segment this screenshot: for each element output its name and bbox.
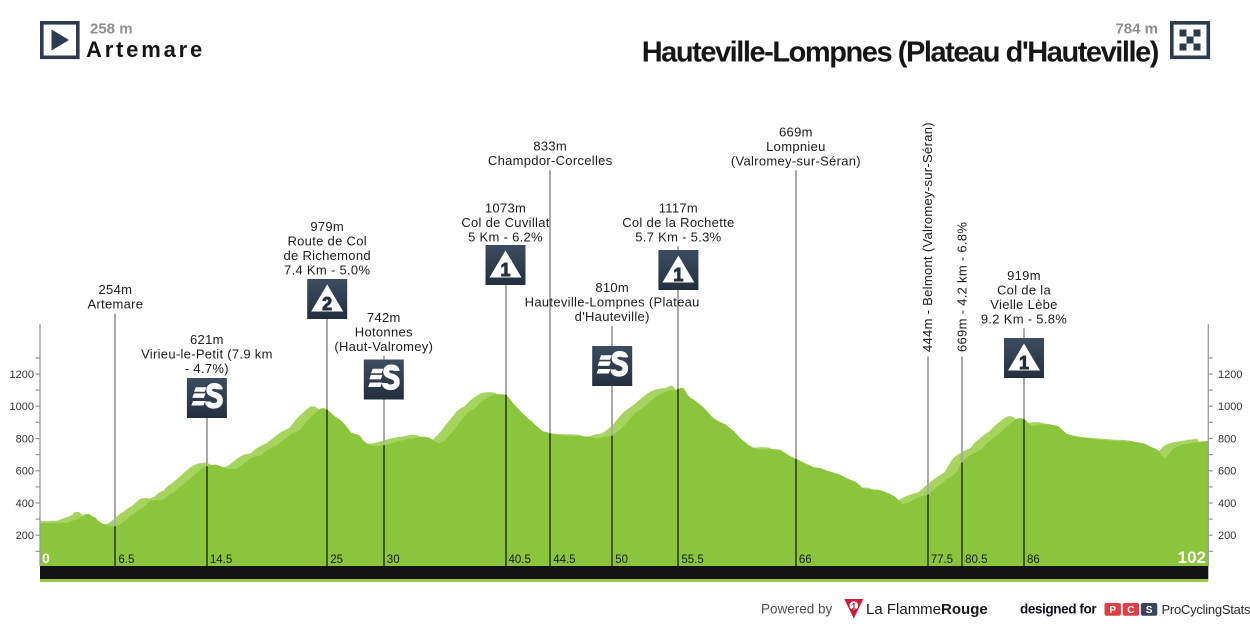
svg-text:1: 1 xyxy=(673,265,683,285)
svg-text:- 4.7%): - 4.7%) xyxy=(185,361,229,376)
svg-text:55.5: 55.5 xyxy=(681,554,703,566)
svg-text:Lompnieu: Lompnieu xyxy=(766,139,826,154)
svg-text:(Valromey-sur-Séran): (Valromey-sur-Séran) xyxy=(731,153,861,168)
svg-text:810m: 810m xyxy=(595,280,629,295)
svg-text:9.2 Km - 5.8%: 9.2 Km - 5.8% xyxy=(981,311,1067,326)
svg-text:1200: 1200 xyxy=(10,369,34,381)
svg-text:Col de la Rochette: Col de la Rochette xyxy=(622,215,734,230)
svg-text:Col de la: Col de la xyxy=(997,282,1051,297)
svg-text:Vielle Lèbe: Vielle Lèbe xyxy=(990,297,1057,312)
svg-text:Champdor-Corcelles: Champdor-Corcelles xyxy=(488,153,613,168)
svg-text:40.5: 40.5 xyxy=(509,554,531,566)
svg-text:742m: 742m xyxy=(367,310,401,325)
svg-text:Virieu-le-Petit (7.9 km: Virieu-le-Petit (7.9 km xyxy=(141,347,273,362)
svg-text:400: 400 xyxy=(1218,498,1236,510)
svg-text:669m - 4.2 km - 6.8%: 669m - 4.2 km - 6.8% xyxy=(955,222,970,352)
svg-text:Hauteville-Lompnes (Plateau d': Hauteville-Lompnes (Plateau d'Hauteville… xyxy=(642,37,1159,69)
svg-text:600: 600 xyxy=(1218,466,1236,478)
svg-text:Artemare: Artemare xyxy=(87,297,143,312)
svg-text:6.5: 6.5 xyxy=(118,554,134,566)
svg-text:1000: 1000 xyxy=(1218,401,1242,413)
svg-text:2: 2 xyxy=(322,294,332,314)
svg-text:Hauteville-Lompnes (Plateau: Hauteville-Lompnes (Plateau xyxy=(525,295,700,310)
svg-text:66: 66 xyxy=(799,554,812,566)
svg-text:979m: 979m xyxy=(310,219,344,234)
svg-text:(Haut-Valromey): (Haut-Valromey) xyxy=(334,339,433,354)
svg-text:1: 1 xyxy=(500,260,510,280)
svg-text:Powered by: Powered by xyxy=(761,602,833,617)
svg-text:444m - Belmont (Valromey-sur-S: 444m - Belmont (Valromey-sur-Séran) xyxy=(920,122,935,352)
svg-text:C: C xyxy=(1127,605,1134,616)
svg-text:Hotonnes: Hotonnes xyxy=(355,324,413,339)
svg-text:30: 30 xyxy=(387,554,400,566)
svg-text:0: 0 xyxy=(42,550,50,566)
svg-text:ProCyclingStats: ProCyclingStats xyxy=(1162,602,1250,617)
svg-text:77.5: 77.5 xyxy=(931,554,953,566)
svg-text:Col de Cuvillat: Col de Cuvillat xyxy=(461,215,549,230)
svg-text:50: 50 xyxy=(615,554,628,566)
svg-text:800: 800 xyxy=(16,433,34,445)
svg-text:5 Km - 6.2%: 5 Km - 6.2% xyxy=(468,229,543,244)
svg-text:86: 86 xyxy=(1027,554,1040,566)
svg-text:La FlammeRouge: La FlammeRouge xyxy=(866,601,988,618)
svg-text:P: P xyxy=(1109,605,1116,616)
svg-text:600: 600 xyxy=(16,466,34,478)
svg-text:Route de Col: Route de Col xyxy=(287,234,366,249)
svg-text:400: 400 xyxy=(16,498,34,510)
svg-text:1: 1 xyxy=(1019,353,1029,373)
svg-text:7.4 Km - 5.0%: 7.4 Km - 5.0% xyxy=(284,263,370,278)
svg-text:1073m: 1073m xyxy=(485,200,526,215)
svg-text:de Richemond: de Richemond xyxy=(283,248,370,263)
svg-text:800: 800 xyxy=(1218,433,1236,445)
svg-text:S: S xyxy=(1146,605,1153,616)
svg-text:44.5: 44.5 xyxy=(553,554,575,566)
svg-text:258 m: 258 m xyxy=(90,21,133,38)
svg-text:784 m: 784 m xyxy=(1115,21,1158,38)
svg-text:5.7 Km - 5.3%: 5.7 Km - 5.3% xyxy=(635,229,721,244)
svg-text:80.5: 80.5 xyxy=(965,554,987,566)
svg-text:Artemare: Artemare xyxy=(86,37,205,62)
svg-text:1000: 1000 xyxy=(10,401,34,413)
svg-text:919m: 919m xyxy=(1007,268,1041,283)
svg-text:200: 200 xyxy=(1218,530,1236,542)
svg-text:833m: 833m xyxy=(533,139,567,154)
svg-text:621m: 621m xyxy=(190,332,224,347)
svg-text:669m: 669m xyxy=(779,124,813,139)
svg-text:14.5: 14.5 xyxy=(210,554,232,566)
svg-text:1: 1 xyxy=(851,601,856,611)
svg-text:25: 25 xyxy=(330,554,343,566)
svg-text:designed for: designed for xyxy=(1020,602,1097,617)
svg-text:d'Hauteville): d'Hauteville) xyxy=(575,309,650,324)
svg-text:200: 200 xyxy=(16,530,34,542)
svg-text:254m: 254m xyxy=(99,282,133,297)
svg-text:102: 102 xyxy=(1178,548,1206,567)
svg-text:1117m: 1117m xyxy=(659,200,698,215)
svg-text:1200: 1200 xyxy=(1218,369,1242,381)
